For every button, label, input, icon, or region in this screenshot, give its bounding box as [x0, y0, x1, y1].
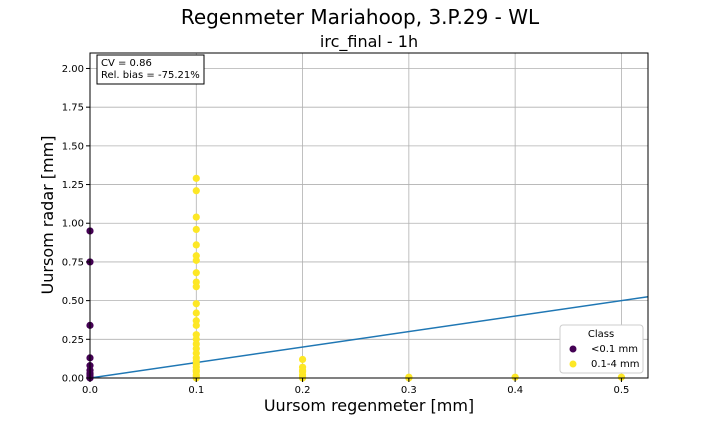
data-point-class-2 [298, 355, 307, 364]
data-point-class-2 [511, 373, 519, 381]
x-tick-label: 0.4 [507, 385, 523, 396]
data-point-class-2 [192, 321, 200, 329]
legend-label-class-2: 0.1-4 mm [591, 359, 640, 370]
stats-cv: CV = 0.86 [101, 58, 152, 69]
chart-title: Regenmeter Mariahoop, 3.P.29 - WL [181, 5, 540, 29]
legend-marker-class-2 [569, 360, 577, 368]
data-point-class-2 [192, 309, 200, 317]
x-axis-label: Uursom regenmeter [mm] [264, 396, 474, 415]
legend-label-class-1: <0.1 mm [591, 344, 638, 355]
stats-bias: Rel. bias = -75.21% [101, 70, 200, 81]
plot-frame [89, 52, 649, 379]
x-axis-ticks: 0.0 0.1 0.2 0.3 0.4 0.5 [82, 378, 629, 396]
data-point-class-2 [192, 241, 200, 249]
chart-subtitle: irc_final - 1h [320, 32, 418, 52]
stats-box: CV = 0.86 Rel. bias = -75.21% [96, 54, 205, 85]
data-point-class-2 [192, 187, 200, 195]
y-tick-label: 2.00 [62, 64, 84, 75]
data-point-class-2 [192, 256, 200, 264]
y-tick-label: 1.25 [62, 180, 84, 191]
y-axis-ticks: 0.00 0.25 0.50 0.75 1.00 1.25 1.50 1.75 2.00 [62, 64, 90, 385]
data-point-class-2 [192, 283, 200, 291]
data-point-class-2 [192, 269, 200, 277]
y-tick-label: 1.00 [62, 219, 84, 230]
grid-lines [89, 53, 648, 379]
x-tick-label: 0.3 [401, 385, 417, 396]
y-tick-label: 0.25 [62, 335, 84, 346]
data-point-class-2 [192, 213, 200, 221]
y-tick-label: 1.75 [62, 103, 84, 114]
legend: Class <0.1 mm 0.1-4 mm [559, 324, 644, 374]
x-tick-label: 0.5 [613, 385, 629, 396]
legend-marker-class-1 [569, 345, 577, 353]
data-point-class-2 [617, 373, 626, 381]
y-tick-label: 0.75 [62, 257, 84, 268]
legend-title: Class [588, 329, 614, 340]
y-axis-label: Uursom radar [mm] [38, 136, 57, 295]
data-point-class-2 [192, 225, 200, 234]
data-point-class-2 [192, 174, 200, 182]
reference-line [89, 296, 649, 379]
one-to-one-line [89, 296, 649, 379]
data-points [86, 174, 626, 382]
x-tick-label: 0.2 [295, 385, 311, 396]
y-tick-label: 0.50 [62, 296, 84, 307]
x-tick-label: 0.0 [82, 385, 98, 396]
x-tick-label: 0.1 [188, 385, 204, 396]
data-point-class-2 [192, 300, 200, 308]
y-tick-label: 1.50 [62, 141, 84, 152]
y-tick-label: 0.00 [62, 374, 84, 385]
